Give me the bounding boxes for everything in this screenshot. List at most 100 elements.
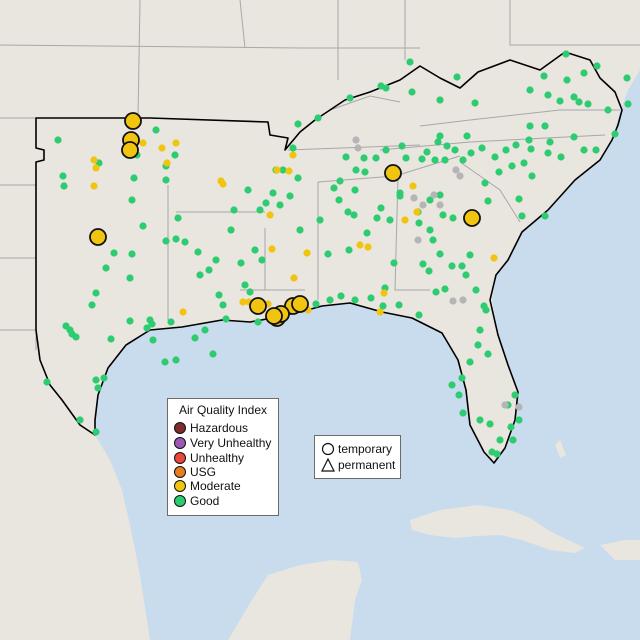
good-site-marker[interactable] — [379, 302, 387, 310]
good-site-marker[interactable] — [436, 96, 444, 104]
good-site-marker[interactable] — [459, 409, 467, 417]
moderate-temporary-site-marker[interactable] — [124, 112, 142, 130]
good-site-marker[interactable] — [294, 174, 302, 182]
good-site-marker[interactable] — [345, 246, 353, 254]
no-data-site-marker[interactable] — [459, 296, 467, 304]
good-site-marker[interactable] — [544, 91, 552, 99]
good-site-marker[interactable] — [623, 74, 631, 82]
good-site-marker[interactable] — [496, 436, 504, 444]
good-site-marker[interactable] — [406, 58, 414, 66]
good-site-marker[interactable] — [326, 296, 334, 304]
good-site-marker[interactable] — [563, 76, 571, 84]
good-site-marker[interactable] — [443, 142, 451, 150]
good-site-marker[interactable] — [580, 146, 588, 154]
moderate-site-marker[interactable] — [409, 182, 417, 190]
good-site-marker[interactable] — [449, 214, 457, 222]
good-site-marker[interactable] — [472, 286, 480, 294]
moderate-site-marker[interactable] — [90, 156, 98, 164]
good-site-marker[interactable] — [352, 166, 360, 174]
good-site-marker[interactable] — [171, 151, 179, 159]
good-site-marker[interactable] — [269, 189, 277, 197]
good-site-marker[interactable] — [162, 237, 170, 245]
good-site-marker[interactable] — [459, 156, 467, 164]
good-site-marker[interactable] — [342, 153, 350, 161]
good-site-marker[interactable] — [541, 122, 549, 130]
good-site-marker[interactable] — [161, 358, 169, 366]
good-site-marker[interactable] — [481, 179, 489, 187]
no-data-site-marker[interactable] — [452, 166, 460, 174]
moderate-site-marker[interactable] — [356, 241, 364, 249]
good-site-marker[interactable] — [373, 214, 381, 222]
good-site-marker[interactable] — [227, 226, 235, 234]
good-site-marker[interactable] — [439, 211, 447, 219]
good-site-marker[interactable] — [316, 216, 324, 224]
good-site-marker[interactable] — [361, 168, 369, 176]
good-site-marker[interactable] — [463, 132, 471, 140]
good-site-marker[interactable] — [526, 86, 534, 94]
good-site-marker[interactable] — [488, 448, 496, 456]
good-site-marker[interactable] — [426, 226, 434, 234]
moderate-site-marker[interactable] — [364, 243, 372, 251]
good-site-marker[interactable] — [434, 138, 442, 146]
good-site-marker[interactable] — [476, 326, 484, 334]
good-site-marker[interactable] — [512, 141, 520, 149]
good-site-marker[interactable] — [152, 126, 160, 134]
good-site-marker[interactable] — [286, 192, 294, 200]
good-site-marker[interactable] — [390, 259, 398, 267]
no-data-site-marker[interactable] — [501, 401, 509, 409]
good-site-marker[interactable] — [346, 94, 354, 102]
good-site-marker[interactable] — [246, 288, 254, 296]
good-site-marker[interactable] — [386, 216, 394, 224]
good-site-marker[interactable] — [402, 154, 410, 162]
moderate-site-marker[interactable] — [139, 139, 147, 147]
good-site-marker[interactable] — [54, 136, 62, 144]
good-site-marker[interactable] — [482, 306, 490, 314]
good-site-marker[interactable] — [128, 250, 136, 258]
moderate-site-marker[interactable] — [273, 166, 281, 174]
good-site-marker[interactable] — [419, 260, 427, 268]
no-data-site-marker[interactable] — [430, 191, 438, 199]
good-site-marker[interactable] — [526, 122, 534, 130]
good-site-marker[interactable] — [162, 176, 170, 184]
no-data-site-marker[interactable] — [352, 136, 360, 144]
good-site-marker[interactable] — [425, 267, 433, 275]
good-site-marker[interactable] — [520, 159, 528, 167]
good-site-marker[interactable] — [448, 381, 456, 389]
good-site-marker[interactable] — [466, 358, 474, 366]
good-site-marker[interactable] — [624, 100, 632, 108]
good-site-marker[interactable] — [350, 211, 358, 219]
moderate-site-marker[interactable] — [303, 249, 311, 257]
good-site-marker[interactable] — [62, 322, 70, 330]
good-site-marker[interactable] — [546, 138, 554, 146]
good-site-marker[interactable] — [541, 212, 549, 220]
good-site-marker[interactable] — [72, 333, 80, 341]
good-site-marker[interactable] — [432, 288, 440, 296]
good-site-marker[interactable] — [205, 266, 213, 274]
no-data-site-marker[interactable] — [419, 201, 427, 209]
good-site-marker[interactable] — [351, 296, 359, 304]
good-site-marker[interactable] — [478, 144, 486, 152]
good-site-marker[interactable] — [426, 196, 434, 204]
good-site-marker[interactable] — [107, 335, 115, 343]
good-site-marker[interactable] — [258, 256, 266, 264]
good-site-marker[interactable] — [88, 301, 96, 309]
good-site-marker[interactable] — [604, 106, 612, 114]
good-site-marker[interactable] — [474, 341, 482, 349]
good-site-marker[interactable] — [502, 146, 510, 154]
good-site-marker[interactable] — [462, 271, 470, 279]
moderate-site-marker[interactable] — [285, 167, 293, 175]
good-site-marker[interactable] — [518, 212, 526, 220]
good-site-marker[interactable] — [455, 391, 463, 399]
good-site-marker[interactable] — [580, 69, 588, 77]
good-site-marker[interactable] — [423, 148, 431, 156]
good-site-marker[interactable] — [172, 235, 180, 243]
moderate-temporary-site-marker[interactable] — [249, 297, 267, 315]
good-site-marker[interactable] — [484, 197, 492, 205]
moderate-temporary-site-marker[interactable] — [121, 141, 139, 159]
good-site-marker[interactable] — [540, 72, 548, 80]
good-site-marker[interactable] — [251, 246, 259, 254]
good-site-marker[interactable] — [575, 98, 583, 106]
good-site-marker[interactable] — [508, 162, 516, 170]
good-site-marker[interactable] — [149, 336, 157, 344]
